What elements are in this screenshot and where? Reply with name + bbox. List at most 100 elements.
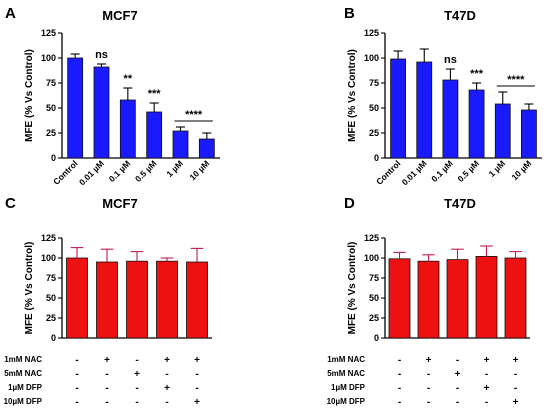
treatment-sign: - — [195, 383, 198, 394]
panel-letter: D — [344, 195, 355, 212]
treatment-sign: - — [456, 383, 459, 394]
y-tick-label: 25 — [46, 128, 56, 138]
bar — [186, 261, 208, 339]
treatment-sign: - — [165, 369, 168, 380]
x-tick-label: 1 µM — [164, 158, 185, 179]
y-tick-label: 50 — [369, 293, 379, 303]
panel-c: C MCF7 MFE (% Vs Control) 0 25 50 75 100 125 1mM … — [4, 195, 212, 408]
significance-label: *** — [148, 88, 162, 100]
treatment-sign: - — [135, 383, 138, 394]
y-tick-label: 75 — [46, 273, 56, 283]
y-tick-label: 25 — [46, 313, 56, 323]
bar — [96, 261, 118, 339]
y-tick-label: 100 — [364, 53, 379, 63]
bar — [494, 103, 511, 159]
y-tick-label: 0 — [374, 153, 379, 163]
treatment-sign: + — [484, 383, 490, 394]
x-tick-label: 0.5 µM — [133, 158, 159, 184]
y-tick-label: 75 — [46, 78, 56, 88]
treatment-row-label: 1µM DFP — [8, 383, 43, 392]
treatment-sign: + — [513, 397, 519, 408]
bar — [416, 61, 433, 159]
y-tick-label: 75 — [369, 78, 379, 88]
bar — [66, 257, 88, 339]
bar — [442, 79, 459, 159]
chart-title: T47D — [444, 8, 476, 23]
treatment-sign: + — [164, 383, 170, 394]
bar — [475, 255, 498, 339]
treatment-row-label: 5mM NAC — [327, 369, 365, 378]
y-tick-label: 50 — [46, 103, 56, 113]
treatment-sign: - — [427, 369, 430, 380]
bar — [417, 260, 440, 339]
significance-label: **** — [507, 74, 525, 86]
panel-letter: B — [344, 5, 355, 22]
treatment-sign: - — [398, 397, 401, 408]
panel-letter: C — [5, 195, 16, 212]
y-tick-label: 125 — [41, 28, 56, 38]
bar — [390, 58, 406, 159]
treatment-sign: - — [105, 369, 108, 380]
x-tick-label: 1 µM — [487, 158, 508, 179]
x-tick-label: 0.01 µM — [400, 158, 429, 187]
y-tick-label: 50 — [46, 293, 56, 303]
y-tick-label: 125 — [364, 28, 379, 38]
treatment-sign: - — [427, 383, 430, 394]
chart-title: T47D — [444, 196, 476, 211]
treatment-sign: + — [426, 355, 432, 366]
treatment-sign: - — [195, 369, 198, 380]
y-tick-label: 25 — [369, 313, 379, 323]
y-tick-label: 0 — [374, 333, 379, 343]
significance-label: ns — [444, 54, 457, 66]
treatment-sign: - — [75, 369, 78, 380]
treatment-sign: + — [134, 369, 140, 380]
treatment-sign: + — [194, 397, 200, 408]
treatment-row-label: 1µM DFP — [331, 383, 366, 392]
treatment-sign: - — [514, 369, 517, 380]
y-tick-label: 0 — [51, 333, 56, 343]
bar — [468, 89, 485, 159]
bar — [119, 99, 136, 159]
x-tick-label: 0.1 µM — [107, 158, 133, 184]
bar — [446, 259, 469, 339]
treatment-sign: + — [164, 355, 170, 366]
treatment-sign: - — [75, 383, 78, 394]
treatment-sign: - — [398, 383, 401, 394]
bar — [156, 260, 178, 339]
x-tick-label: 0.1 µM — [429, 158, 455, 184]
y-tick-label: 100 — [41, 53, 56, 63]
bar — [388, 258, 411, 339]
panel-letter: A — [5, 5, 16, 22]
panel-d: D T47D MFE (% Vs Control) 0 25 50 75 100 125 1mM … — [327, 195, 530, 408]
treatment-sign: - — [398, 355, 401, 366]
bar — [93, 66, 110, 159]
treatment-row-label: 1mM NAC — [327, 355, 365, 364]
bar — [198, 138, 215, 159]
significance-label: ns — [95, 49, 108, 61]
treatment-sign: - — [485, 369, 488, 380]
y-tick-label: 75 — [369, 273, 379, 283]
x-tick-label: 0.01 µM — [77, 158, 106, 187]
treatment-row-label: 10µM DFP — [327, 397, 366, 406]
treatment-sign: - — [456, 355, 459, 366]
y-tick-label: 25 — [369, 128, 379, 138]
treatment-sign: - — [75, 355, 78, 366]
y-axis-label: MFE (% Vs Control) — [24, 49, 35, 142]
x-tick-label: 10 µM — [187, 158, 211, 182]
x-tick-label: 10 µM — [509, 158, 533, 182]
treatment-sign: - — [514, 383, 517, 394]
treatment-sign: + — [455, 369, 461, 380]
treatment-sign: + — [104, 355, 110, 366]
treatment-sign: - — [456, 397, 459, 408]
treatment-sign: + — [484, 355, 490, 366]
treatment-sign: - — [105, 383, 108, 394]
treatment-row-label: 5mM NAC — [4, 369, 42, 378]
significance-label: **** — [185, 109, 203, 121]
bar — [504, 257, 527, 339]
treatment-sign: + — [194, 355, 200, 366]
treatment-sign: - — [427, 397, 430, 408]
significance-label: *** — [470, 68, 484, 80]
treatment-sign: - — [135, 355, 138, 366]
